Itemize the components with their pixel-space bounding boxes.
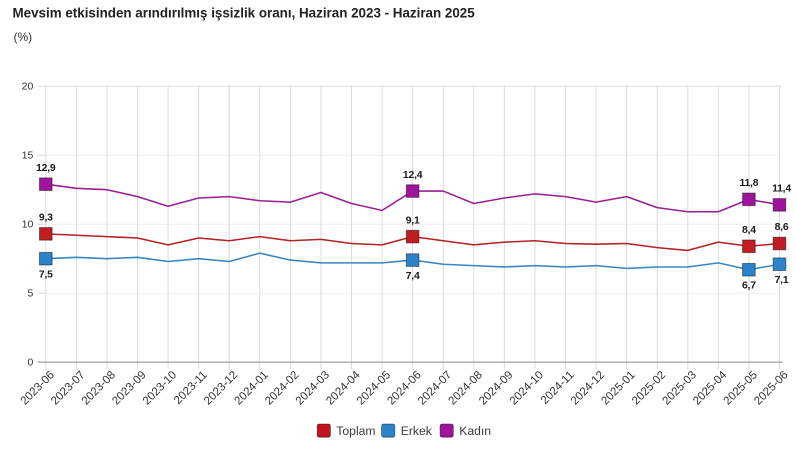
svg-text:20: 20 bbox=[22, 80, 34, 92]
svg-text:7,4: 7,4 bbox=[406, 271, 420, 282]
svg-text:10: 10 bbox=[22, 218, 34, 230]
svg-text:12,9: 12,9 bbox=[36, 163, 56, 174]
svg-text:(%): (%) bbox=[14, 30, 33, 44]
svg-text:8,4: 8,4 bbox=[742, 225, 756, 236]
svg-text:7,1: 7,1 bbox=[775, 275, 789, 286]
svg-text:8,6: 8,6 bbox=[775, 222, 789, 233]
svg-text:Kadın: Kadın bbox=[459, 424, 491, 438]
svg-text:6,7: 6,7 bbox=[742, 281, 756, 292]
svg-text:12,4: 12,4 bbox=[403, 170, 423, 181]
svg-text:11,4: 11,4 bbox=[772, 184, 791, 195]
svg-text:9,3: 9,3 bbox=[39, 213, 53, 224]
svg-text:Toplam: Toplam bbox=[336, 424, 375, 438]
svg-text:11,8: 11,8 bbox=[739, 178, 758, 189]
svg-text:Mevsim etkisinden arındırılmış: Mevsim etkisinden arındırılmış işsizlik … bbox=[13, 5, 476, 20]
svg-text:15: 15 bbox=[22, 149, 34, 161]
svg-text:7,5: 7,5 bbox=[39, 270, 53, 281]
svg-text:9,1: 9,1 bbox=[406, 215, 420, 226]
svg-text:Erkek: Erkek bbox=[401, 424, 433, 438]
svg-text:5: 5 bbox=[27, 287, 33, 299]
svg-text:0: 0 bbox=[27, 356, 33, 368]
